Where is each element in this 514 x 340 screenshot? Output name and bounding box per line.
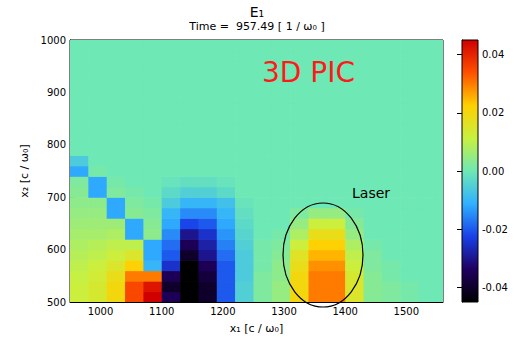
svg-text:1500: 1500	[394, 306, 419, 317]
svg-text:E₁: E₁	[250, 4, 264, 20]
svg-text:0.00: 0.00	[482, 166, 504, 177]
svg-text:1100: 1100	[149, 306, 174, 317]
svg-text:900: 900	[47, 87, 66, 98]
svg-text:1300: 1300	[271, 306, 296, 317]
svg-text:0.02: 0.02	[482, 107, 504, 118]
svg-text:-0.04: -0.04	[482, 282, 508, 293]
svg-text:Time = 957.49 [ 1 / ω₀ ]: Time = 957.49 [ 1 / ω₀ ]	[188, 20, 325, 33]
svg-text:1200: 1200	[210, 306, 235, 317]
svg-text:1000: 1000	[41, 35, 66, 46]
svg-text:800: 800	[47, 139, 66, 150]
svg-text:-0.02: -0.02	[482, 224, 508, 235]
svg-text:600: 600	[47, 244, 66, 255]
svg-text:0.04: 0.04	[482, 49, 504, 60]
svg-text:500: 500	[47, 297, 66, 308]
svg-text:Laser: Laser	[352, 185, 390, 201]
svg-text:700: 700	[47, 192, 66, 203]
svg-text:3D PIC: 3D PIC	[262, 56, 355, 89]
svg-text:1000: 1000	[88, 306, 113, 317]
svg-text:x₁ [c / ω₀]: x₁ [c / ω₀]	[230, 322, 283, 335]
svg-text:x₂ [c / ω₀]: x₂ [c / ω₀]	[18, 144, 31, 197]
svg-text:1400: 1400	[332, 306, 357, 317]
